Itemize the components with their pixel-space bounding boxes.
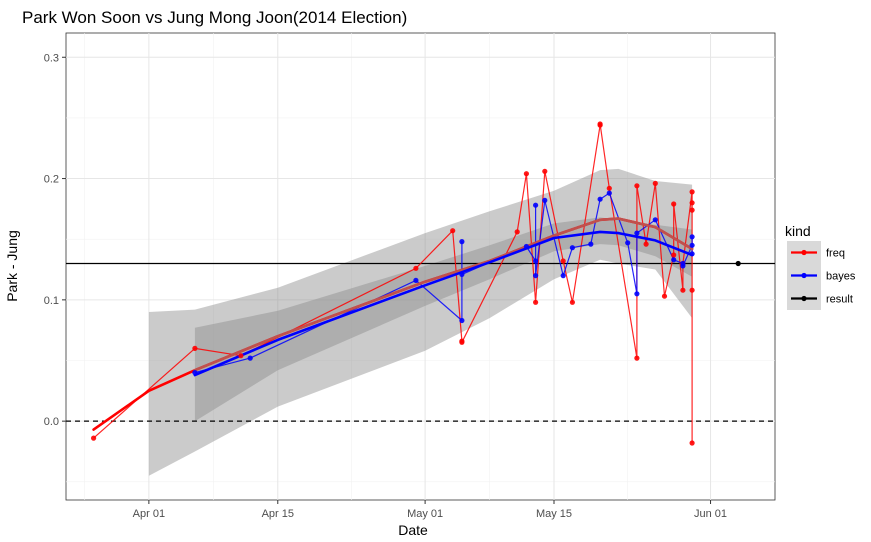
point-result [735, 260, 741, 267]
y-tick-label: 0.2 [44, 174, 59, 186]
x-tick-label: May 01 [407, 508, 443, 520]
point-freq [643, 241, 649, 247]
y-tick-label: 0.0 [44, 416, 59, 428]
point-bayes [606, 190, 612, 196]
point-freq [689, 440, 695, 446]
legend-label-result: result [826, 294, 853, 306]
y-axis-title: Park - Jung [4, 230, 20, 302]
point-freq [634, 183, 640, 189]
gridlines [66, 33, 775, 500]
x-tick-label: Apr 15 [262, 508, 294, 520]
legend-point-freq [801, 249, 807, 256]
point-freq [671, 201, 677, 207]
point-bayes [634, 291, 640, 297]
legend-label-bayes: bayes [826, 271, 856, 283]
point-bayes [459, 239, 465, 245]
y-axis: 0.0 0.1 0.2 0.3 [44, 52, 66, 428]
point-freq [689, 287, 695, 293]
legend-point-bayes [801, 272, 807, 279]
smooth-line-bayes [193, 230, 694, 377]
x-tick-label: Jun 01 [694, 508, 727, 520]
point-freq [569, 299, 576, 305]
point-bayes [689, 242, 695, 248]
point-freq [413, 265, 419, 271]
point-freq [523, 171, 530, 177]
point-bayes [533, 202, 539, 208]
point-freq [680, 287, 686, 293]
point-bayes [652, 217, 658, 223]
y-tick-label: 0.1 [44, 295, 59, 307]
point-bayes [542, 197, 548, 203]
point-freq [597, 121, 603, 127]
x-axis-title: Date [398, 522, 428, 538]
point-freq [533, 299, 539, 305]
point-bayes [533, 258, 539, 264]
plot-panel [65, 32, 776, 501]
point-freq [634, 355, 640, 361]
y-tick-label: 0.3 [44, 52, 59, 64]
point-freq [542, 168, 548, 174]
point-bayes [560, 273, 566, 279]
point-freq [606, 185, 612, 191]
point-freq [689, 207, 695, 213]
point-bayes [459, 317, 465, 324]
legend: kind freq bayes result [785, 223, 856, 310]
x-tick-label: May 15 [536, 508, 572, 520]
point-freq [238, 353, 244, 359]
point-bayes [689, 234, 695, 240]
point-freq [514, 229, 520, 235]
point-bayes [597, 196, 603, 202]
point-bayes [625, 240, 631, 246]
point-freq [560, 258, 566, 264]
point-freq [652, 180, 658, 186]
legend-title: kind [785, 223, 811, 239]
legend-label-freq: freq [826, 248, 845, 260]
point-freq [689, 189, 695, 195]
smooth-line-freq-overlay [193, 217, 694, 372]
point-bayes [588, 241, 594, 247]
point-bayes [192, 370, 198, 376]
point-bayes [569, 245, 576, 251]
x-tick-label: Apr 01 [133, 508, 165, 520]
smooth-lines [92, 217, 694, 431]
legend-point-result [801, 295, 807, 302]
point-freq [671, 252, 677, 258]
point-freq [450, 228, 456, 234]
point-bayes [689, 251, 695, 257]
point-bayes [671, 257, 677, 263]
point-freq [192, 345, 198, 351]
point-bayes [533, 273, 539, 279]
point-bayes [247, 355, 253, 361]
point-bayes [523, 243, 530, 250]
point-freq [689, 200, 695, 206]
data-points [91, 121, 741, 446]
point-freq [91, 435, 97, 441]
point-bayes [680, 263, 686, 269]
x-axis: Apr 01 Apr 15 May 01 May 15 Jun 01 [133, 500, 727, 520]
point-freq [459, 339, 465, 345]
chart-title: Park Won Soon vs Jung Mong Joon(2014 Ele… [22, 8, 407, 27]
point-freq [661, 293, 668, 299]
point-bayes [459, 271, 465, 277]
point-bayes [413, 277, 419, 283]
point-bayes [634, 230, 640, 236]
